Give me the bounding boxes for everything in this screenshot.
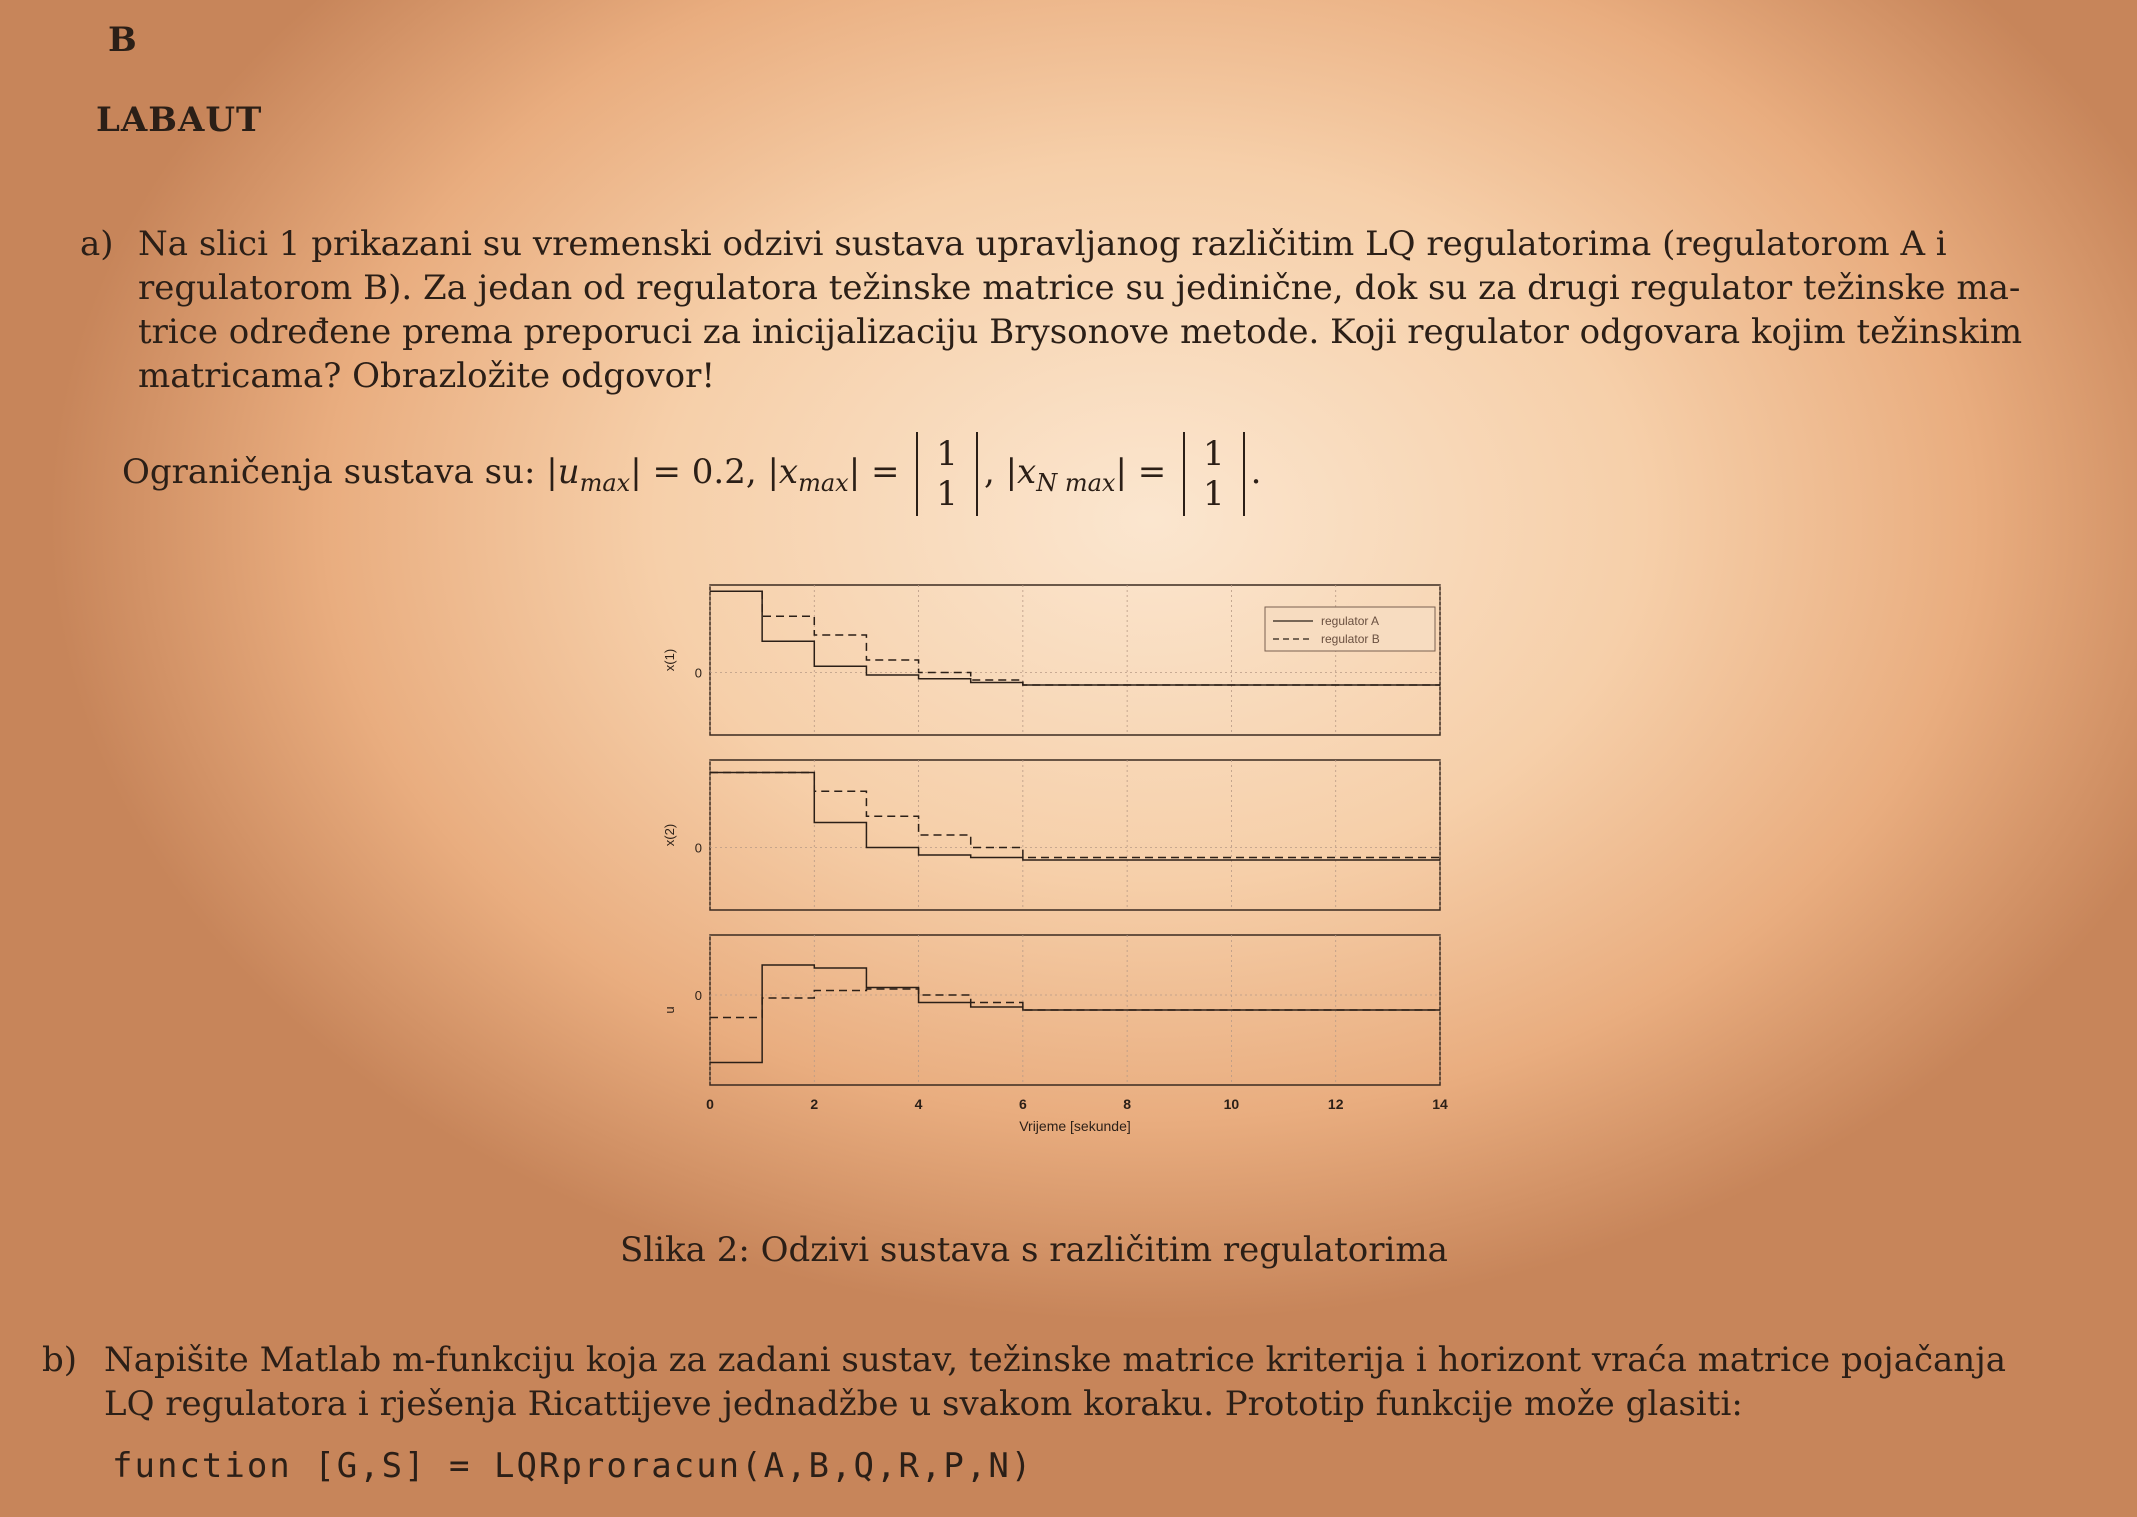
x-axis-label: Vrijeme [sekunde] (1019, 1118, 1131, 1134)
series-line (710, 590, 1440, 686)
y-tick-label: 0 (695, 841, 702, 856)
section-heading: LABAUT (96, 100, 263, 140)
constraints-prefix: Ograničenja sustava su: (122, 452, 536, 492)
y-tick-label: 0 (695, 666, 702, 681)
part-a-line: regulatorom B). Za jedan od regulatora t… (138, 268, 2021, 308)
u-max-symbol: |umax (546, 452, 631, 497)
legend-label: regulator A (1321, 614, 1379, 628)
part-b-label: b) (42, 1340, 78, 1380)
page-letter: B (108, 20, 138, 60)
x-tick-label: 8 (1123, 1096, 1131, 1112)
x-tick-label: 4 (915, 1096, 923, 1112)
y-axis-label: u (662, 1006, 677, 1013)
x-max-symbol: |xmax (767, 452, 849, 497)
part-a-label: a) (80, 224, 114, 264)
part-a-line: trice određene prema preporuci za inicij… (138, 312, 2023, 352)
response-figure: 0 x(1) regulator A regulator B 0 x(2) 0 u 0 2 4 6 8 1… (662, 584, 1448, 1134)
part-a: a) Na slici 1 prikazani su vremenski odz… (80, 222, 2028, 398)
x-tick-label: 6 (1019, 1096, 1027, 1112)
series-line (710, 590, 1440, 686)
x-tick-label: 12 (1328, 1096, 1344, 1112)
part-b-line: LQ regulatora i rješenja Ricattijeve jed… (104, 1384, 1743, 1424)
part-a-line: Na slici 1 prikazani su vremenski odzivi… (138, 224, 1947, 264)
y-axis-label: x(2) (662, 824, 677, 846)
y-tick-label: 0 (695, 988, 702, 1003)
legend-label: regulator B (1321, 632, 1380, 646)
series-line (710, 988, 1440, 1019)
plot-frame (709, 759, 1441, 911)
y-axis-label: x(1) (662, 649, 677, 671)
series-line (710, 771, 1440, 861)
u-max-value: | = 0.2, (630, 452, 757, 492)
series-line (710, 964, 1440, 1064)
function-prototype: function [G,S] = LQRproracun(A,B,Q,R,P,N… (112, 1446, 1034, 1486)
x-tick-label: 2 (810, 1096, 818, 1112)
x-max-eq: | = (848, 452, 900, 492)
constraints-line: Ograničenja sustava su: |umax| = 0.2, |x… (122, 432, 1262, 516)
figure-caption: Slika 2: Odzivi sustava s različitim reg… (620, 1230, 1448, 1270)
x-tick-label: 10 (1224, 1096, 1240, 1112)
xN-max-symbol: |xN max (1005, 452, 1116, 497)
x-tick-label: 0 (706, 1096, 714, 1112)
x-tick-label: 14 (1432, 1096, 1448, 1112)
xN-max-eq: | = (1115, 452, 1167, 492)
part-b: b) Napišite Matlab m-funkciju koja za za… (42, 1338, 2054, 1426)
legend-box (1264, 606, 1436, 652)
part-b-line: Napišite Matlab m-funkciju koja za zadan… (104, 1340, 2007, 1380)
part-a-line: matricama? Obrazložite odgovor! (138, 356, 716, 396)
series-line (710, 771, 1441, 860)
